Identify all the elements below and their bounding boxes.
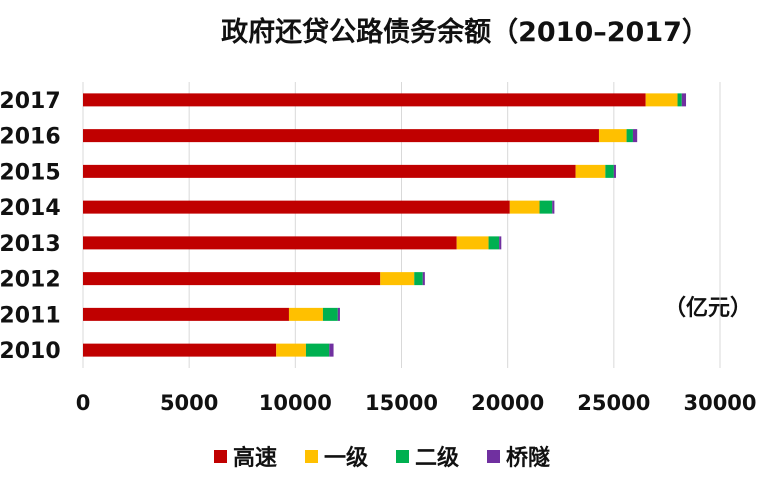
x-tick-label: 0	[76, 391, 91, 415]
bar-segment	[380, 272, 415, 286]
bar-segment	[681, 93, 687, 107]
x-tick-label: 15000	[365, 391, 438, 415]
x-tick-label: 30000	[683, 391, 756, 415]
y-category-label: 2012	[0, 268, 61, 293]
bar-segment	[305, 343, 330, 357]
legend: 高速 一级 二级 桥隧	[0, 440, 764, 472]
legend-label: 一级	[323, 446, 368, 471]
legend-swatch	[396, 449, 409, 463]
bar-segment	[83, 164, 576, 178]
bar-segment	[83, 93, 646, 107]
bar-segment	[645, 93, 678, 107]
bar-segment	[83, 200, 510, 214]
bar-segment	[509, 200, 540, 214]
bar-segment	[626, 129, 633, 143]
y-category-label: 2014	[0, 196, 61, 221]
legend-label: 高速	[232, 446, 277, 471]
y-category-label: 2015	[0, 160, 61, 185]
bar-segment	[552, 200, 555, 214]
legend-label: 桥隧	[506, 446, 551, 471]
bar-segment	[337, 307, 340, 321]
legend-item: 一级	[304, 440, 368, 472]
bar-segment	[539, 200, 553, 214]
legend-swatch	[304, 449, 318, 463]
x-tick-label: 10000	[259, 391, 332, 415]
bar-segment	[499, 236, 502, 250]
bar-segment	[422, 272, 425, 286]
bar-segment	[83, 129, 599, 143]
bar-segment	[83, 307, 289, 321]
bar-segment	[598, 129, 627, 143]
bar-segment	[322, 307, 338, 321]
x-tick-label: 5000	[160, 391, 218, 415]
y-category-label: 2013	[0, 232, 61, 257]
legend-item: 桥隧	[487, 440, 550, 472]
bar-segment	[83, 343, 277, 357]
chart-title: 政府还贷公路债务余额（2010–2017）	[221, 17, 709, 48]
bar-segment	[613, 164, 616, 178]
bar-segment	[288, 307, 323, 321]
y-category-label: 2010	[0, 339, 61, 364]
bar-segment	[677, 93, 682, 107]
legend-label: 二级	[415, 446, 460, 471]
x-tick-label: 25000	[577, 391, 650, 415]
bar-segment	[456, 236, 489, 250]
legend-swatch	[487, 449, 501, 463]
bar-segment	[632, 129, 638, 143]
bar-segment	[83, 272, 381, 286]
y-category-label: 2011	[0, 303, 61, 328]
bar-segment	[276, 343, 306, 357]
unit-label: （亿元）	[664, 296, 753, 321]
legend-item: 二级	[396, 440, 459, 472]
y-category-label: 2017	[0, 89, 61, 114]
bar-segment	[83, 236, 457, 250]
x-tick-label: 20000	[471, 391, 544, 415]
bar-segment	[575, 164, 606, 178]
bar-segment	[488, 236, 500, 250]
bar-segment	[329, 343, 334, 357]
bar-segment	[605, 164, 614, 178]
legend-swatch	[213, 449, 227, 463]
bar-segment	[414, 272, 423, 286]
legend-item: 高速	[213, 440, 277, 472]
y-category-label: 2016	[0, 125, 61, 150]
